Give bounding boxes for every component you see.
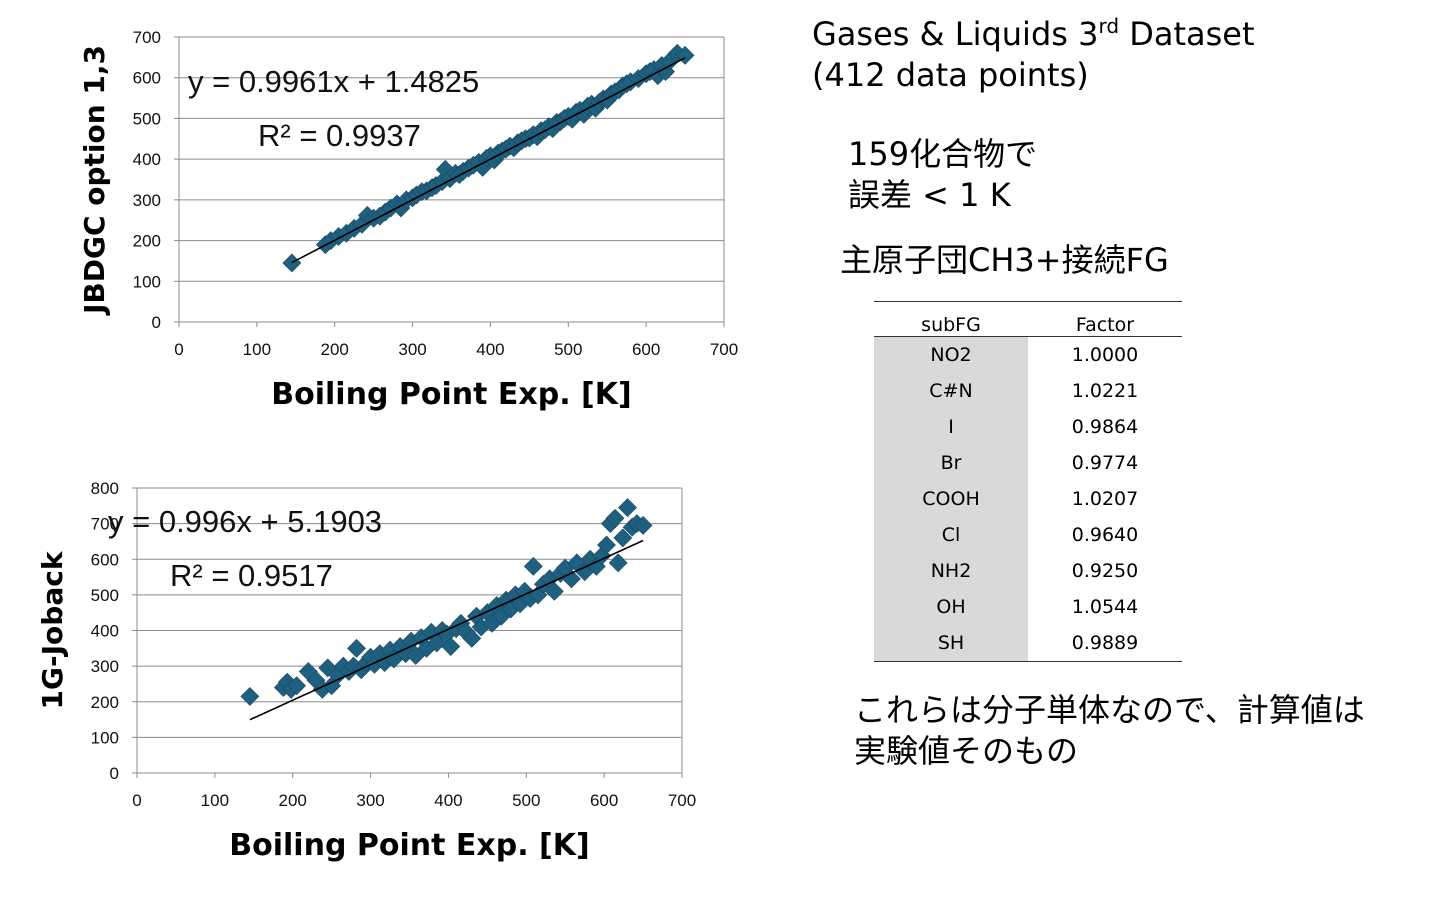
- y-tick-label: 700: [91, 515, 119, 534]
- x-tick-label: 400: [434, 791, 462, 810]
- factor-cell: 1.0207: [1071, 488, 1139, 510]
- y-tick-label: 500: [133, 109, 161, 128]
- x-tick-label: 600: [590, 791, 618, 810]
- table-row: I 0.9864: [874, 409, 1182, 445]
- factor-cell: 0.9864: [1071, 416, 1139, 438]
- data-point: [462, 628, 482, 648]
- y-axis-label: JBDGC option 1,3: [78, 45, 111, 316]
- data-point: [605, 508, 625, 528]
- x-tick-label: 400: [476, 340, 504, 359]
- table-row: C#N 1.0221: [874, 373, 1182, 409]
- factor-table: subFG Factor NO2 1.0000 C#N 1.0221 I 0.9864…: [874, 301, 1182, 662]
- trendline-equation: y = 0.996x + 5.1903: [108, 504, 382, 539]
- data-point: [287, 676, 307, 696]
- table-row: SH 0.9889: [874, 625, 1182, 662]
- group-note: 主原子団CH3+接続FG: [840, 241, 1169, 279]
- error-note-line2: 誤差 < 1 K: [848, 176, 1011, 214]
- factor-cell: 0.9250: [1071, 560, 1139, 582]
- data-point: [240, 686, 260, 706]
- y-tick-label: 200: [133, 232, 161, 251]
- factor-cell: 1.0221: [1071, 380, 1139, 402]
- subfg-cell: Cl: [874, 517, 1028, 553]
- dataset-title-line2: (412 data points): [812, 56, 1089, 94]
- factor-cell: 0.9774: [1071, 452, 1139, 474]
- y-tick-label: 0: [152, 313, 161, 332]
- data-point: [608, 553, 628, 573]
- x-tick-label: 500: [512, 791, 540, 810]
- subfg-cell: COOH: [874, 481, 1028, 517]
- y-tick-label: 800: [91, 479, 119, 498]
- x-tick-label: 0: [132, 791, 141, 810]
- error-note: 159化合物で 誤差 < 1 K: [848, 134, 1037, 216]
- x-tick-label: 200: [279, 791, 307, 810]
- data-point: [633, 515, 653, 535]
- y-tick-label: 600: [133, 69, 161, 88]
- header-subfg: subFG: [874, 301, 1028, 337]
- subfg-cell: NH2: [874, 553, 1028, 589]
- trendline: [249, 539, 644, 721]
- y-tick-label: 100: [133, 272, 161, 291]
- x-tick-label: 200: [321, 340, 349, 359]
- y-tick-label: 500: [91, 586, 119, 605]
- trendline-equation: y = 0.9961x + 1.4825: [188, 64, 479, 99]
- data-point: [347, 638, 366, 658]
- r-squared-label: R² = 0.9517: [170, 558, 333, 593]
- x-tick-label: 500: [554, 340, 582, 359]
- subfg-cell: SH: [874, 625, 1028, 662]
- table-row: OH 1.0544: [874, 589, 1182, 625]
- r-squared-label: R² = 0.9937: [258, 118, 421, 153]
- x-tick-label: 600: [632, 340, 660, 359]
- conclusion-line1: これらは分子単体なので、計算値は: [854, 691, 1365, 729]
- x-axis-label: Boiling Point Exp. [K]: [229, 828, 589, 863]
- x-tick-label: 100: [243, 340, 271, 359]
- table-row: NH2 0.9250: [874, 553, 1182, 589]
- trendline: [291, 57, 686, 264]
- table-row: Cl 0.9640: [874, 517, 1182, 553]
- y-tick-label: 400: [133, 150, 161, 169]
- x-tick-label: 300: [398, 340, 426, 359]
- table-row: COOH 1.0207: [874, 481, 1182, 517]
- y-tick-label: 0: [110, 764, 119, 783]
- dataset-title: Gases & Liquids 3rd Dataset (412 data po…: [812, 14, 1255, 96]
- conclusion-line2: 実験値そのもの: [854, 732, 1079, 770]
- data-point: [597, 535, 616, 555]
- factor-cell: 0.9889: [1028, 625, 1182, 662]
- data-point: [613, 528, 633, 548]
- subfg-cell: Br: [874, 445, 1028, 481]
- y-tick-label: 700: [133, 28, 161, 47]
- data-point: [618, 498, 637, 518]
- data-point: [544, 581, 564, 601]
- x-tick-label: 300: [356, 791, 384, 810]
- x-tick-label: 700: [668, 791, 696, 810]
- subfg-cell: NO2: [874, 336, 1028, 373]
- y-tick-label: 200: [91, 693, 119, 712]
- x-axis-label: Boiling Point Exp. [K]: [271, 377, 631, 412]
- x-tick-label: 100: [201, 791, 229, 810]
- factor-cell: 1.0000: [1071, 344, 1139, 366]
- x-tick-label: 700: [710, 340, 738, 359]
- y-axis-label: 1G-Joback: [36, 550, 69, 709]
- data-point: [523, 556, 543, 576]
- dataset-title-line1: Gases & Liquids 3rd Dataset: [812, 14, 1255, 53]
- conclusion-note: これらは分子単体なので、計算値は 実験値そのもの: [854, 690, 1365, 772]
- subfg-cell: C#N: [874, 373, 1028, 409]
- x-tick-label: 0: [174, 340, 183, 359]
- error-note-line1: 159化合物で: [848, 135, 1038, 173]
- y-tick-label: 100: [91, 728, 119, 747]
- subfg-cell: OH: [874, 589, 1028, 625]
- table-row: Br 0.9774: [874, 445, 1182, 481]
- subfg-cell: I: [874, 409, 1028, 445]
- table-row: NO2 1.0000: [874, 336, 1182, 373]
- factor-cell: 0.9640: [1071, 524, 1139, 546]
- header-factor: Factor: [1028, 301, 1182, 337]
- data-point: [441, 637, 461, 656]
- factor-table-header: subFG Factor: [874, 301, 1182, 337]
- y-tick-label: 300: [133, 191, 161, 210]
- y-tick-label: 400: [91, 622, 119, 641]
- y-tick-label: 300: [91, 657, 119, 676]
- factor-cell: 1.0544: [1071, 596, 1139, 618]
- y-tick-label: 600: [91, 550, 119, 569]
